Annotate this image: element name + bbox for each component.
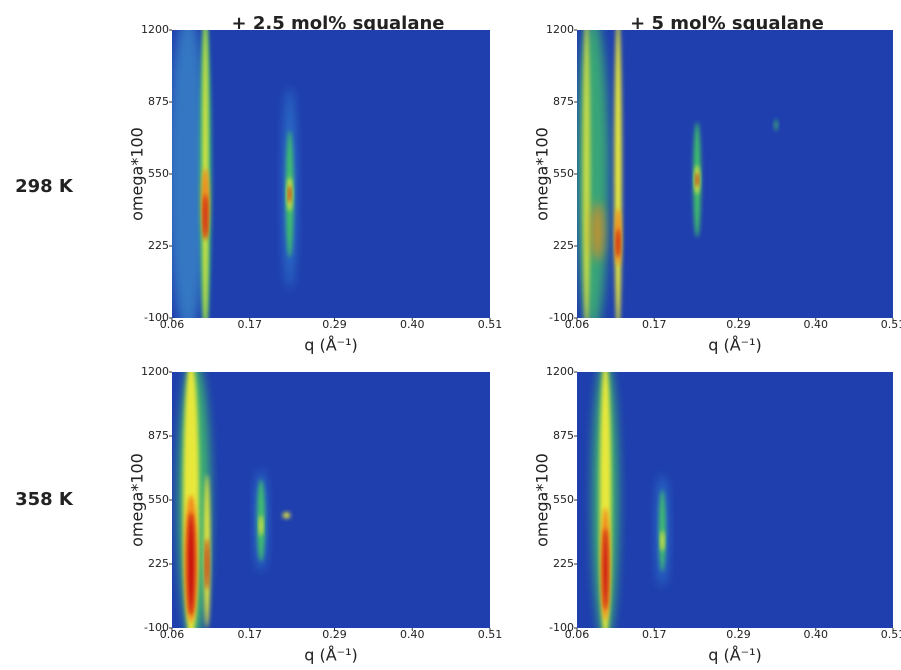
intensity-feature [187, 512, 195, 616]
column-label: + 5 mol% squalane [630, 13, 824, 34]
x-tick-label: 0.17 [237, 628, 262, 641]
y-tick-label: -100 [144, 311, 169, 324]
x-tick-label: 0.17 [642, 628, 667, 641]
heatmap-background [577, 372, 893, 628]
heatmap-background [172, 372, 490, 628]
y-tick-label: -100 [549, 311, 574, 324]
heatmap [172, 30, 490, 318]
intensity-feature [602, 528, 608, 611]
y-tick-label: 875 [553, 429, 574, 442]
x-axis-label: q (Å⁻¹) [304, 646, 358, 665]
y-tick-label: 550 [148, 167, 169, 180]
x-tick-label: 0.06 [565, 628, 590, 641]
x-axis-label: q (Å⁻¹) [708, 646, 762, 665]
x-tick-label: 0.40 [804, 628, 829, 641]
y-tick-label: 225 [148, 239, 169, 252]
heatmap [577, 372, 893, 628]
heatmap [577, 30, 893, 318]
intensity-feature [203, 194, 208, 241]
intensity-feature [591, 202, 604, 261]
y-axis-label: omega*100 [128, 127, 147, 221]
y-tick-label: 550 [553, 493, 574, 506]
y-tick-label: 875 [148, 95, 169, 108]
y-tick-label: 225 [148, 557, 169, 570]
y-axis-label: omega*100 [533, 127, 552, 221]
intensity-feature [172, 30, 207, 318]
x-tick-label: 0.29 [726, 318, 751, 331]
intensity-feature [282, 512, 291, 519]
intensity-feature [660, 530, 665, 552]
y-axis-label: omega*100 [128, 453, 147, 547]
y-tick-label: 225 [553, 557, 574, 570]
y-tick-label: -100 [144, 621, 169, 634]
x-tick-label: 0.17 [237, 318, 262, 331]
x-tick-label: 0.51 [881, 628, 901, 641]
x-tick-label: 0.17 [642, 318, 667, 331]
intensity-feature [614, 30, 622, 318]
heatmap-background [172, 30, 490, 318]
x-tick-label: 0.29 [726, 628, 751, 641]
intensity-feature [616, 228, 620, 258]
y-tick-label: 875 [553, 95, 574, 108]
x-tick-label: 0.29 [322, 628, 347, 641]
x-axis-label: q (Å⁻¹) [708, 336, 762, 355]
y-tick-label: 875 [148, 429, 169, 442]
y-tick-label: 225 [553, 239, 574, 252]
y-tick-label: 1200 [141, 365, 169, 378]
intensity-feature [259, 515, 263, 536]
y-tick-label: 1200 [141, 23, 169, 36]
intensity-feature [659, 489, 666, 572]
y-tick-label: 550 [148, 493, 169, 506]
y-tick-label: -100 [549, 621, 574, 634]
x-tick-label: 0.40 [804, 318, 829, 331]
y-tick-label: 1200 [546, 365, 574, 378]
y-axis-label: omega*100 [533, 453, 552, 547]
x-axis-label: q (Å⁻¹) [304, 336, 358, 355]
heatmap-background [577, 30, 893, 318]
x-tick-label: 0.06 [160, 628, 185, 641]
row-label: 358 K [15, 489, 74, 510]
x-tick-label: 0.06 [565, 318, 590, 331]
intensity-feature [774, 119, 778, 131]
x-tick-label: 0.51 [478, 628, 503, 641]
intensity-feature [577, 30, 609, 318]
column-label: + 2.5 mol% squalane [232, 13, 445, 34]
intensity-feature [288, 185, 291, 203]
x-tick-label: 0.06 [160, 318, 185, 331]
intensity-feature [205, 538, 209, 590]
row-label: 298 K [15, 176, 74, 197]
heatmap [172, 372, 490, 628]
x-tick-label: 0.40 [400, 318, 425, 331]
x-tick-label: 0.40 [400, 628, 425, 641]
x-tick-label: 0.51 [478, 318, 503, 331]
x-tick-label: 0.51 [881, 318, 901, 331]
y-tick-label: 1200 [546, 23, 574, 36]
x-tick-label: 0.29 [322, 318, 347, 331]
y-tick-label: 550 [553, 167, 574, 180]
intensity-feature [582, 30, 591, 318]
intensity-feature [695, 172, 699, 187]
